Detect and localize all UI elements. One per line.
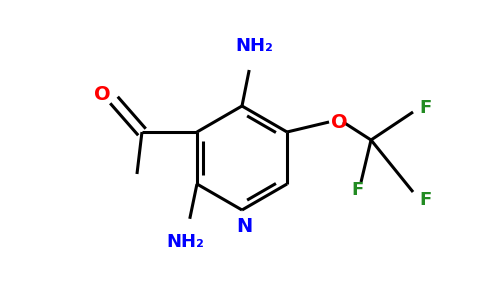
- Text: N: N: [236, 217, 252, 236]
- Text: NH₂: NH₂: [166, 233, 204, 251]
- Text: O: O: [331, 112, 348, 131]
- Text: F: F: [419, 99, 431, 117]
- Text: F: F: [419, 191, 431, 209]
- Text: F: F: [351, 181, 363, 199]
- Text: NH₂: NH₂: [235, 37, 273, 55]
- Text: O: O: [94, 85, 110, 104]
